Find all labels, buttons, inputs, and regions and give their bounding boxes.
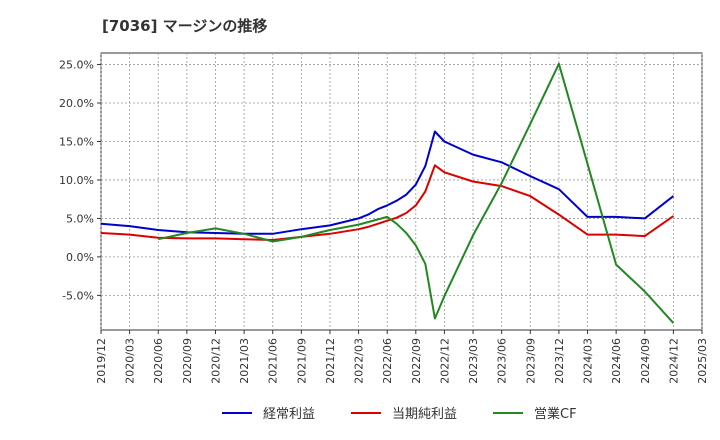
y-tick-label: 5.0%: [66, 212, 94, 225]
y-tick-label: 0.0%: [66, 251, 94, 264]
y-tick-label: 25.0%: [59, 59, 94, 72]
x-axis: 2019/12 2020/03 2020/06 2020/09 2020/12 2021/…: [95, 330, 709, 384]
x-tick-label: 2024/12: [667, 338, 680, 384]
plot-area: [100, 52, 703, 331]
x-tick-label: 2021/12: [324, 338, 337, 384]
plot-frame: [100, 52, 703, 331]
y-tick-label: 20.0%: [59, 97, 94, 110]
x-tick-label: 2024/06: [610, 338, 623, 384]
x-tick-label: 2020/12: [209, 338, 222, 384]
x-tick-label: 2024/09: [639, 338, 652, 384]
series-line: [100, 130, 675, 235]
x-tick-label: 2020/03: [124, 338, 137, 384]
legend-label: 営業CF: [534, 406, 577, 422]
x-tick-label: 2021/03: [238, 338, 251, 384]
chart-title: [7036] マージンの推移: [102, 17, 267, 35]
x-tick-label: 2022/03: [353, 338, 366, 384]
x-tick-label: 2022/09: [410, 338, 423, 384]
y-axis: 25.0% 20.0% 15.0% 10.0% 5.0% 0.0% -5.0%: [59, 59, 101, 302]
x-tick-label: 2023/06: [496, 338, 509, 384]
legend-label: 当期純利益: [392, 407, 457, 422]
legend-label: 経常利益: [263, 407, 315, 422]
grid-lines: [100, 53, 703, 330]
x-tick-label: 2021/09: [295, 338, 308, 384]
series-line: [157, 62, 675, 324]
x-tick-label: 2020/09: [181, 338, 194, 384]
x-tick-label: 2023/12: [553, 338, 566, 384]
y-tick-label: -5.0%: [62, 289, 94, 302]
x-tick-label: 2022/06: [381, 338, 394, 384]
series-lines: [100, 62, 675, 324]
legend: 経常利益 当期純利益 営業CF: [222, 406, 577, 422]
x-tick-label: 2022/12: [438, 338, 451, 384]
x-tick-label: 2020/06: [152, 338, 165, 384]
series-line: [100, 164, 674, 241]
x-tick-label: 2023/03: [467, 338, 480, 384]
x-tick-label: 2025/03: [696, 338, 709, 384]
x-tick-label: 2024/03: [582, 338, 595, 384]
x-tick-label: 2019/12: [95, 338, 108, 384]
x-tick-label: 2021/06: [267, 338, 280, 384]
y-tick-label: 15.0%: [59, 135, 94, 148]
x-tick-label: 2023/09: [524, 338, 537, 384]
y-tick-label: 10.0%: [59, 174, 94, 187]
